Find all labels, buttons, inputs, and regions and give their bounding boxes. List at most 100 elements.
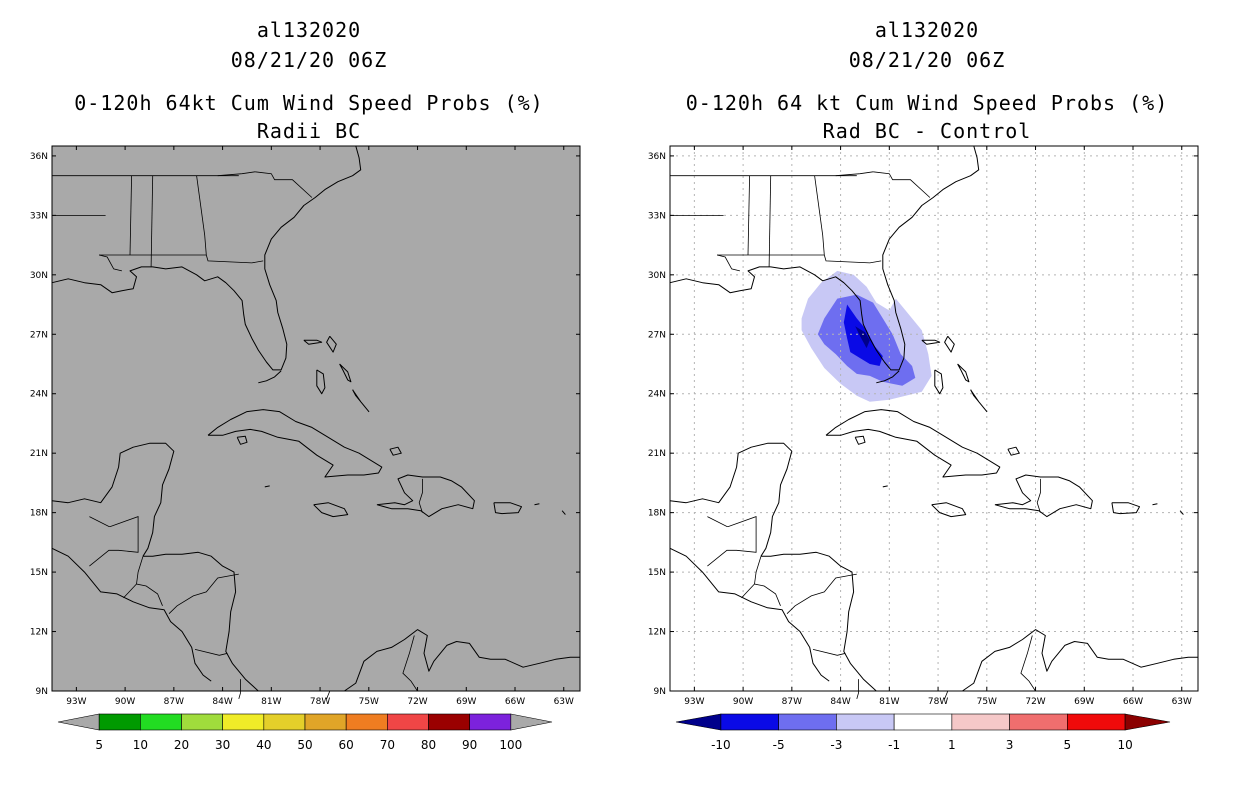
shading-diff-minus-10 xyxy=(855,326,870,349)
coastline xyxy=(51,547,212,682)
colorbar-label: 60 xyxy=(339,738,354,752)
border-line xyxy=(255,171,313,198)
border-line xyxy=(136,556,163,606)
datetime-title: 08/21/20 06Z xyxy=(230,48,388,72)
border-line xyxy=(786,573,857,614)
border-line xyxy=(129,175,132,256)
lon-tick-label: 69W xyxy=(1074,697,1094,705)
colorbar-label: 90 xyxy=(462,738,477,752)
lon-tick-label: 90W xyxy=(733,697,753,705)
storm-id-title: al132020 xyxy=(874,18,980,42)
coastline xyxy=(669,145,980,371)
coastline xyxy=(934,369,944,395)
map-frame xyxy=(669,145,1199,692)
coastline xyxy=(1152,503,1158,506)
coastline xyxy=(303,339,323,345)
colorbar-label: 80 xyxy=(421,738,436,752)
coastline xyxy=(825,409,1001,478)
coastline xyxy=(962,629,1198,692)
lat-tick-label: 18N xyxy=(30,509,48,519)
coastline xyxy=(51,145,362,371)
colorbar-swatch xyxy=(181,713,223,731)
lon-tick-label: 81W xyxy=(261,697,281,705)
coastline xyxy=(344,629,580,692)
product-title: 0-120h 64kt Cum Wind Speed Probs (%) xyxy=(74,91,544,115)
colorbar-label: 70 xyxy=(380,738,395,752)
lon-tick-label: 72W xyxy=(407,697,427,705)
border-line xyxy=(814,175,882,264)
border-line xyxy=(856,679,859,700)
lon-tick-label: 66W xyxy=(1123,697,1143,705)
colorbar-label: -1 xyxy=(888,738,900,752)
colorbar-label: 20 xyxy=(174,738,189,752)
colorbar-swatch xyxy=(951,713,1010,731)
coastline xyxy=(389,446,402,456)
border-line xyxy=(1036,478,1041,513)
border-line xyxy=(150,175,154,267)
border-line xyxy=(768,175,772,267)
coastline xyxy=(761,551,885,692)
coastline xyxy=(669,442,793,557)
coastline xyxy=(493,502,522,515)
lat-tick-label: 15N xyxy=(648,568,666,578)
lat-tick-label: 30N xyxy=(648,271,666,281)
coastline xyxy=(1007,446,1020,456)
coastline xyxy=(1179,510,1184,515)
coastline xyxy=(970,389,988,413)
lon-tick-label: 90W xyxy=(115,697,135,705)
lon-tick-label: 78W xyxy=(928,697,948,705)
colorbar-swatch xyxy=(893,713,953,731)
lat-tick-label: 30N xyxy=(30,271,48,281)
coastline xyxy=(876,370,900,384)
lon-tick-label: 72W xyxy=(1025,697,1045,705)
border-line xyxy=(402,635,418,692)
lon-tick-label: 93W xyxy=(66,697,86,705)
coastlines xyxy=(51,145,580,692)
lon-tick-label: 75W xyxy=(977,697,997,705)
lon-tick-label: 81W xyxy=(879,697,899,705)
coastline xyxy=(1111,502,1140,515)
lat-tick-label: 9N xyxy=(654,687,666,697)
colorbar-label: 10 xyxy=(133,738,148,752)
lat-tick-label: 9N xyxy=(36,687,48,697)
coastline xyxy=(931,502,967,518)
lon-tick-label: 87W xyxy=(164,697,184,705)
colorbar-arrow-low xyxy=(57,713,100,731)
lat-tick-label: 12N xyxy=(648,628,666,638)
coastline xyxy=(258,370,282,384)
colorbar-label: 5 xyxy=(95,738,103,752)
border-line xyxy=(89,516,139,567)
coastline xyxy=(352,389,370,413)
lat-tick-label: 27N xyxy=(30,330,48,340)
lon-tick-label: 63W xyxy=(554,697,574,705)
border-line xyxy=(944,690,949,700)
lon-tick-label: 78W xyxy=(310,697,330,705)
border-line xyxy=(1020,635,1036,692)
border-line xyxy=(326,690,331,700)
colorbar-label: 100 xyxy=(499,738,522,752)
lat-tick-label: 36N xyxy=(30,152,48,162)
map-background xyxy=(52,146,580,691)
colorbar-swatch xyxy=(720,713,779,731)
coastline xyxy=(921,339,941,345)
borders xyxy=(670,171,1041,700)
border-line xyxy=(194,649,228,656)
colorbar-label: 50 xyxy=(297,738,312,752)
lon-tick-label: 63W xyxy=(1172,697,1192,705)
coastline xyxy=(313,502,349,518)
border-line xyxy=(123,583,137,599)
lat-tick-label: 21N xyxy=(648,449,666,459)
coastline xyxy=(669,547,830,682)
coastline xyxy=(534,503,540,506)
colorbar-label: 30 xyxy=(215,738,230,752)
colorbar-swatch xyxy=(1009,713,1068,731)
colorbar-swatch xyxy=(345,713,388,731)
coastline xyxy=(944,335,955,353)
colorbar-swatch xyxy=(304,713,347,731)
coastline xyxy=(51,442,175,557)
probability-map: 93W 90W 87W 84W 81W 78W 75W 72W 69W 66W 63W 9N 12N 15… xyxy=(30,145,581,705)
colorbar-swatch xyxy=(836,713,895,731)
border-line xyxy=(238,679,241,700)
colorbar-label: -5 xyxy=(773,738,785,752)
subtitle: Radii BC xyxy=(256,119,362,143)
